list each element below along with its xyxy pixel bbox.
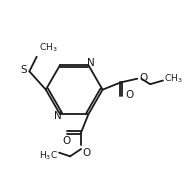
Text: S: S [20, 66, 27, 75]
Text: CH$_3$: CH$_3$ [39, 42, 57, 54]
Text: O: O [62, 136, 71, 146]
Text: N: N [54, 111, 62, 122]
Text: N: N [87, 58, 94, 68]
Text: CH$_3$: CH$_3$ [164, 72, 182, 85]
Text: O: O [125, 90, 133, 100]
Text: O: O [82, 147, 90, 158]
Text: H$_3$C: H$_3$C [39, 150, 58, 162]
Text: O: O [140, 73, 148, 83]
